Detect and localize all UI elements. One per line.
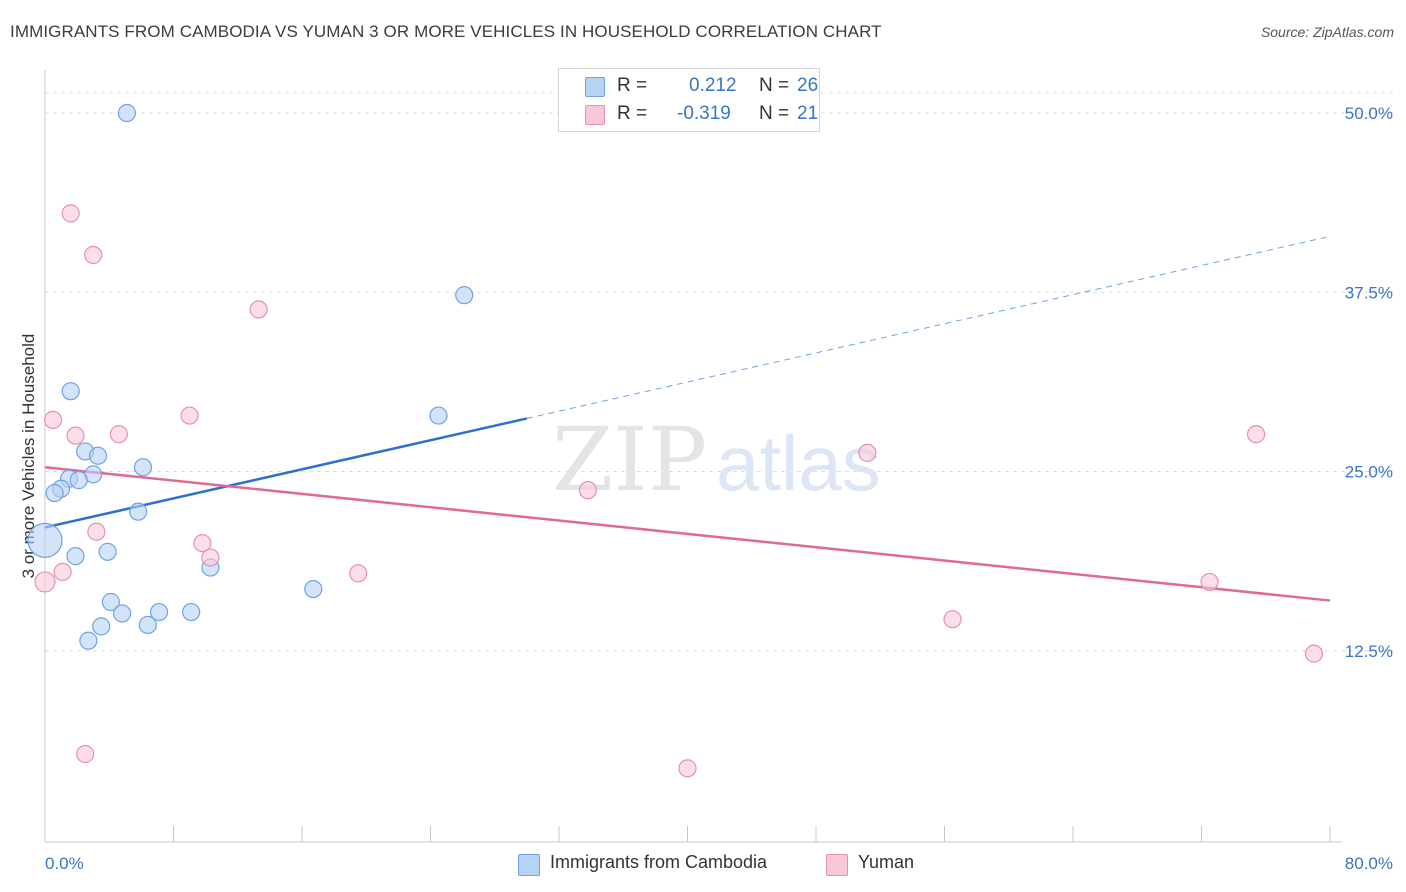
data-point-cambodia xyxy=(101,592,120,612)
y-tick-label: 37.5% xyxy=(1345,283,1393,302)
data-point-cambodia xyxy=(133,458,153,477)
data-point-cambodia xyxy=(112,604,132,623)
data-point-yuman xyxy=(76,744,95,764)
trend-line-yuman xyxy=(44,465,1331,602)
watermark-atlas: atlas xyxy=(716,419,881,507)
data-point-yuman xyxy=(43,410,63,429)
axes xyxy=(44,70,1342,843)
data-point-cambodia xyxy=(129,502,148,521)
data-point-yuman xyxy=(84,245,103,265)
data-point-yuman xyxy=(1247,425,1266,444)
data-point-yuman xyxy=(578,481,598,500)
data-point-cambodia xyxy=(304,579,323,599)
correlation-legend: R = 0.212 N = 26 R = -0.319 N = 21 xyxy=(558,68,820,132)
data-point-cambodia xyxy=(138,615,157,635)
data-point-yuman xyxy=(193,534,212,553)
data-point-yuman xyxy=(1200,572,1219,592)
data-point-yuman xyxy=(61,204,80,223)
data-point-cambodia xyxy=(69,471,88,490)
legend-n-value: 26 xyxy=(797,75,819,96)
trend-line-cambodia xyxy=(44,417,528,529)
data-point-cambodia xyxy=(117,103,137,123)
watermark: ZIP atlas xyxy=(552,408,881,511)
legend-label-yuman: Yuman xyxy=(858,852,915,872)
data-point-yuman xyxy=(201,548,220,567)
legend-swatch-yuman xyxy=(826,854,848,876)
legend-r-value: 0.212 xyxy=(689,75,737,96)
data-point-cambodia xyxy=(149,602,169,622)
data-point-yuman xyxy=(349,564,368,583)
trend-lines xyxy=(44,235,1331,602)
data-point-cambodia xyxy=(88,446,108,465)
tick-labels: 12.5% 25.0% 37.5% 50.0% 0.0% 80.0% xyxy=(45,104,1393,873)
data-point-yuman xyxy=(1304,644,1324,663)
legend-swatch-cambodia xyxy=(518,854,540,876)
legend-r-label: R = xyxy=(617,103,648,124)
y-tick-label: 25.0% xyxy=(1345,463,1393,482)
data-point-yuman xyxy=(249,300,268,319)
x-tick-label: 0.0% xyxy=(45,854,84,873)
legend-swatch-yuman xyxy=(585,105,605,125)
data-point-yuman xyxy=(53,562,72,581)
data-point-yuman xyxy=(858,443,877,462)
legend-r-label: R = xyxy=(617,75,648,96)
data-point-cambodia xyxy=(92,617,111,636)
legend-r-value: -0.319 xyxy=(677,103,731,124)
data-points xyxy=(27,103,1324,778)
data-point-yuman xyxy=(109,425,128,444)
data-point-cambodia xyxy=(455,286,474,305)
x-tick-label: 80.0% xyxy=(1345,854,1393,873)
chart-title: IMMIGRANTS FROM CAMBODIA VS YUMAN 3 OR M… xyxy=(10,22,882,41)
data-point-cambodia xyxy=(98,542,117,561)
data-point-cambodia xyxy=(79,631,98,650)
y-tick-label: 50.0% xyxy=(1345,104,1393,123)
data-point-yuman xyxy=(678,759,697,778)
source-label: Source: ZipAtlas.com xyxy=(1260,24,1394,40)
legend-swatch-cambodia xyxy=(585,77,605,97)
y-tick-label: 12.5% xyxy=(1345,642,1393,661)
data-point-cambodia xyxy=(27,522,63,558)
watermark-zip: ZIP xyxy=(552,408,707,511)
legend-label-cambodia: Immigrants from Cambodia xyxy=(550,852,768,872)
data-point-yuman xyxy=(66,426,85,445)
data-point-cambodia xyxy=(182,602,201,622)
data-point-yuman xyxy=(34,571,56,593)
data-point-cambodia xyxy=(61,382,80,401)
data-point-cambodia xyxy=(45,483,64,503)
data-point-yuman xyxy=(943,610,962,629)
data-point-cambodia xyxy=(429,406,448,425)
legend-n-label: N = xyxy=(759,103,790,124)
data-point-yuman xyxy=(180,406,199,425)
data-point-cambodia xyxy=(66,547,85,566)
grid-lines xyxy=(45,92,1395,652)
legend-n-value: 21 xyxy=(797,103,819,124)
data-point-yuman xyxy=(87,522,106,541)
trend-line-cambodia-extension xyxy=(526,235,1331,419)
legend-n-label: N = xyxy=(759,75,790,96)
